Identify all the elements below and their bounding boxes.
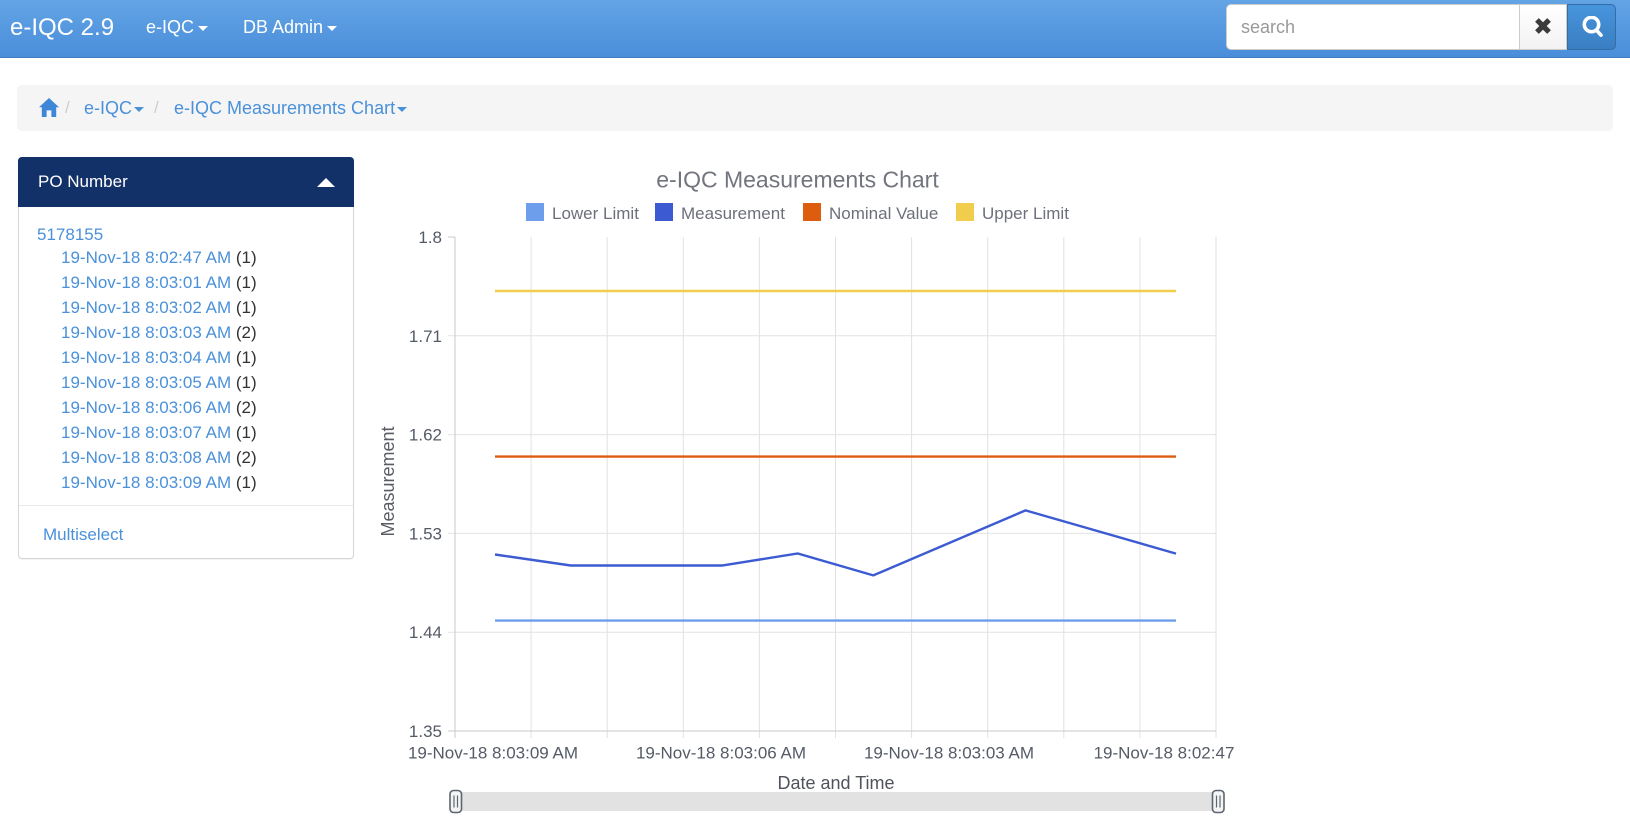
svg-text:Measurement: Measurement <box>681 204 785 223</box>
svg-text:Lower Limit: Lower Limit <box>552 204 639 223</box>
svg-text:Nominal Value: Nominal Value <box>829 204 938 223</box>
svg-text:1.62: 1.62 <box>409 426 442 445</box>
svg-text:1.53: 1.53 <box>409 524 442 543</box>
svg-text:19-Nov-18 8:02:47: 19-Nov-18 8:02:47 <box>1094 744 1235 763</box>
svg-text:1.35: 1.35 <box>409 722 442 741</box>
svg-text:1.44: 1.44 <box>409 623 442 642</box>
svg-text:1.8: 1.8 <box>418 228 442 247</box>
svg-text:Measurement: Measurement <box>378 426 398 536</box>
svg-text:Date and Time: Date and Time <box>777 773 894 793</box>
svg-text:19-Nov-18 8:03:03 AM: 19-Nov-18 8:03:03 AM <box>864 744 1034 763</box>
svg-text:19-Nov-18 8:03:06 AM: 19-Nov-18 8:03:06 AM <box>636 744 806 763</box>
svg-text:19-Nov-18 8:03:09 AM: 19-Nov-18 8:03:09 AM <box>408 744 578 763</box>
svg-text:1.71: 1.71 <box>409 327 442 346</box>
svg-text:e-IQC Measurements Chart: e-IQC Measurements Chart <box>656 167 939 193</box>
svg-text:Upper Limit: Upper Limit <box>982 204 1069 223</box>
